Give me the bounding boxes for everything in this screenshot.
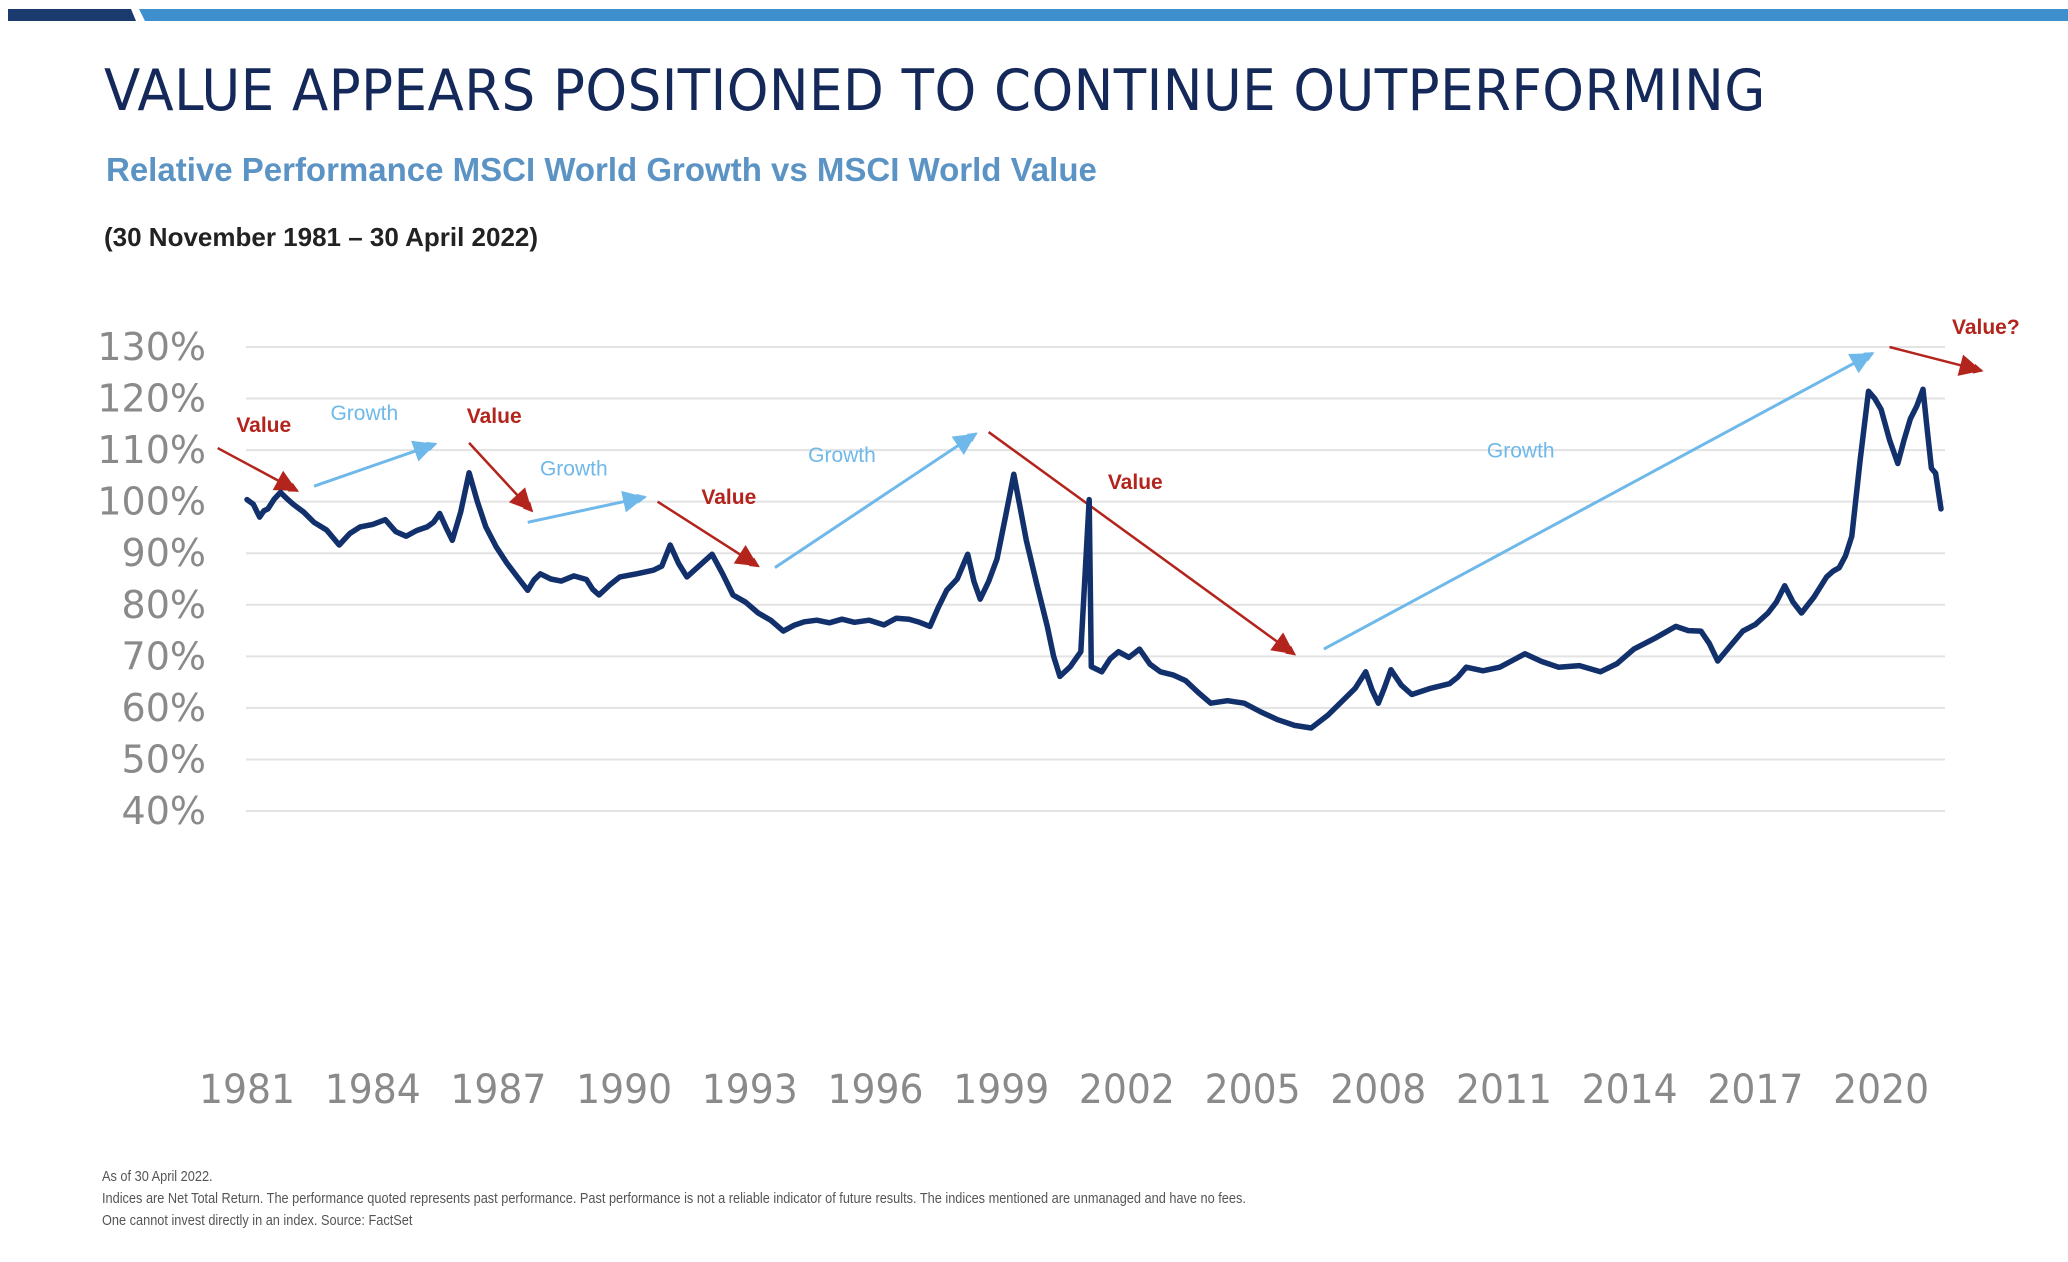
x-tick-label: 1987 — [450, 1067, 546, 1113]
x-tick-label: 2008 — [1330, 1067, 1426, 1113]
y-tick-label: 110% — [97, 428, 206, 472]
growth-arrow — [1323, 351, 1875, 651]
value-arrowhead — [508, 487, 532, 511]
footnote-disclaimer: Indices are Net Total Return. The perfor… — [102, 1190, 1246, 1207]
y-tick-label: 50% — [122, 737, 206, 781]
y-tick-label: 90% — [122, 531, 206, 575]
footnote-source: One cannot invest directly in an index. … — [102, 1212, 413, 1229]
growth-label: Growth — [1487, 439, 1555, 462]
header-accent-bar-dark — [8, 9, 136, 21]
date-range: (30 November 1981 – 30 April 2022) — [104, 222, 539, 252]
x-tick-label: 1999 — [953, 1067, 1049, 1113]
growth-arrow — [774, 432, 978, 569]
x-tick-label: 2020 — [1833, 1067, 1929, 1113]
value-label: Value — [1108, 471, 1163, 494]
value-arrow — [987, 431, 1297, 656]
series-group — [244, 386, 1944, 731]
x-tick-label: 1984 — [325, 1067, 421, 1113]
y-tick-label: 120% — [97, 377, 206, 421]
footnote-as-of: As of 30 April 2022. — [102, 1168, 213, 1185]
header-accent-bar-light — [139, 9, 2068, 21]
x-tick-label: 2011 — [1456, 1067, 1552, 1113]
value-label: Value — [701, 486, 756, 509]
growth-label: Growth — [808, 444, 876, 467]
y-tick-label: 40% — [122, 789, 206, 833]
x-tick-label: 1981 — [199, 1067, 295, 1113]
growth-label: Growth — [540, 457, 608, 480]
series-line — [244, 386, 1944, 731]
value-label: Value — [467, 405, 522, 428]
value-arrowhead — [1957, 354, 1982, 376]
x-tick-label: 2002 — [1079, 1067, 1175, 1113]
x-tick-label: 2017 — [1707, 1067, 1803, 1113]
annotations: Value Growth Value Growth Value Growth Value Gr… — [217, 316, 2020, 656]
growth-arrowhead — [411, 440, 436, 462]
x-axis-labels: 1981 1984 1987 1990 1993 1996 1999 2002 2005 2008… — [199, 1067, 1929, 1113]
x-tick-label: 1996 — [827, 1067, 923, 1113]
growth-arrowhead — [1848, 353, 1873, 374]
value-label: Value — [236, 414, 291, 437]
y-tick-label: 100% — [97, 480, 206, 524]
x-tick-label: 2014 — [1582, 1067, 1678, 1113]
x-tick-label: 1990 — [576, 1067, 672, 1113]
y-tick-label: 70% — [122, 634, 206, 678]
x-tick-label: 2005 — [1205, 1067, 1301, 1113]
value-arrowhead — [1270, 632, 1295, 655]
growth-arrowhead — [621, 490, 646, 513]
gridlines — [246, 346, 1945, 812]
y-tick-label: 60% — [122, 686, 206, 730]
x-tick-label: 1993 — [702, 1067, 798, 1113]
page-title: VALUE APPEARS POSITIONED TO CONTINUE OUT… — [104, 58, 1766, 124]
growth-arrowhead — [951, 433, 977, 455]
value-arrowhead — [272, 470, 298, 491]
value-label: Value? — [1952, 316, 2020, 339]
chart-subtitle: Relative Performance MSCI World Growth v… — [106, 151, 1097, 188]
y-tick-label: 130% — [97, 325, 206, 369]
y-tick-label: 80% — [122, 583, 206, 627]
y-axis-labels: 130% 120% 110% 100% 90% 80% 70% 60% 50% 40% — [97, 325, 206, 833]
footnotes: As of 30 April 2022. Indices are Net Tot… — [102, 1166, 1246, 1232]
value-arrowhead — [733, 544, 759, 567]
growth-label: Growth — [330, 402, 398, 425]
